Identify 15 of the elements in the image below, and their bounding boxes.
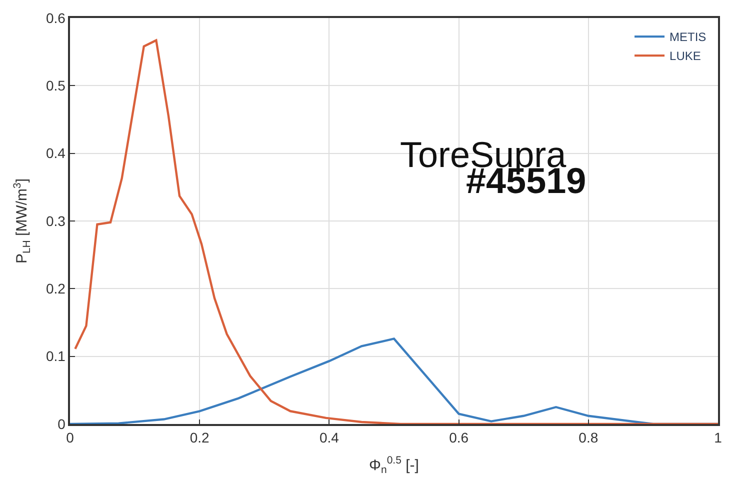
- y-tick-label: 0.5: [46, 78, 66, 94]
- y-tick-label: 0.6: [46, 10, 66, 26]
- x-tick-label: 0.6: [449, 430, 469, 446]
- x-tick-label: 0.2: [190, 430, 210, 446]
- legend-label: LUKE: [670, 49, 701, 64]
- x-tick-label: 0.8: [578, 430, 598, 446]
- y-tick-label: 0.2: [46, 280, 66, 297]
- x-tick-label: 1: [714, 430, 722, 446]
- legend-label: METIS: [670, 30, 706, 44]
- y-tick-label: 0.4: [46, 145, 66, 162]
- y-tick-label: 0.3: [46, 212, 66, 229]
- x-axis-title: Φ$_{n}$$^{0.5}$ [-]: [369, 454, 419, 476]
- y-tick-label: 0.1: [46, 348, 66, 364]
- x-tick-label: 0.4: [319, 430, 340, 446]
- y-tick-label: 0: [58, 416, 66, 432]
